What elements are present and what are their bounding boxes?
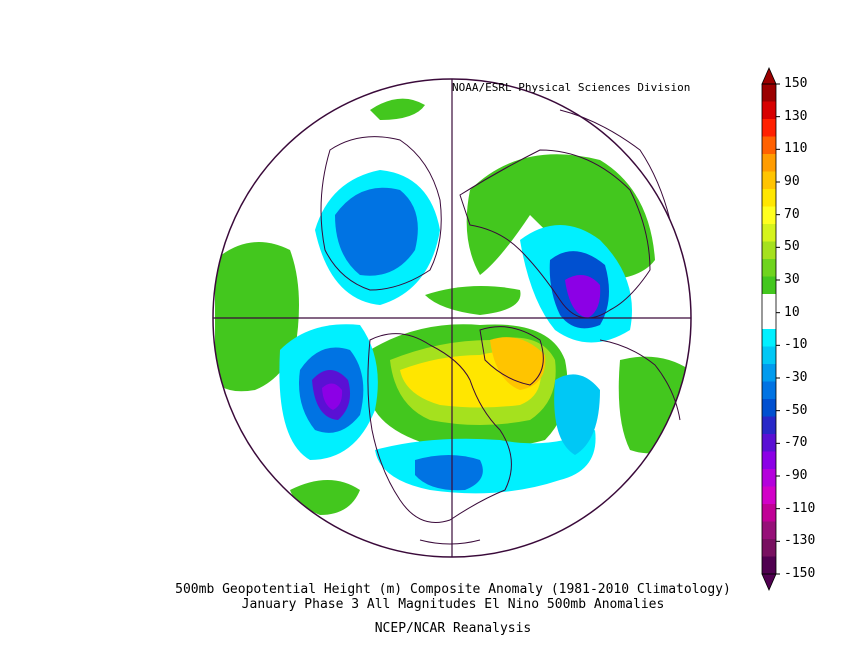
colorbar-segment [762, 556, 776, 575]
colorbar-segment [762, 434, 776, 452]
colorbar-segment [762, 469, 776, 487]
eastern-pacific-positive [215, 242, 299, 392]
colorbar-tick-label: -150 [784, 566, 816, 581]
colorbar-segment [762, 206, 776, 225]
colorbar-segment [762, 486, 776, 505]
southeast-us-low [415, 455, 483, 491]
graticule [213, 79, 691, 557]
north-atlantic-positive [466, 154, 655, 280]
colorbar-segment [762, 381, 776, 400]
colorbar-tick-label: 110 [784, 141, 808, 157]
credit-text: NOAA/ESRL Physical Sciences Division [452, 81, 691, 94]
colorbar-tick-label: 150 [784, 76, 808, 91]
colorbar-tick-label: -70 [784, 435, 808, 451]
colorbar-segment [762, 346, 776, 365]
colorbar-tick-label: -30 [784, 370, 808, 385]
colorbar-segment [762, 504, 776, 522]
globe-border [212, 78, 692, 558]
colorbar-tick-label: 70 [784, 206, 800, 222]
caption-title: 500mb Geopotential Height (m) Composite … [175, 582, 731, 597]
colorbar-tick-label: -50 [784, 402, 808, 418]
colorbar-segment [762, 101, 776, 120]
colorbar-upper-arrow [761, 67, 777, 85]
colorbar-tick-label: 50 [784, 239, 800, 255]
colorbar-tick-label: 130 [784, 108, 808, 124]
colorbar-tick-label: 90 [784, 174, 800, 189]
colorbar-segment [762, 399, 776, 417]
colorbar-segment [762, 84, 776, 102]
colorbar-segment [762, 276, 776, 295]
colorbar-segment [762, 171, 776, 190]
colorbar-segment [762, 119, 776, 137]
colorbar-segment [762, 539, 776, 557]
colorbar-segment [762, 241, 776, 260]
colorbar-segment [762, 521, 776, 540]
colorbar-segment [762, 311, 776, 330]
north-pole-positive [425, 286, 521, 315]
colorbar-segment [762, 259, 776, 277]
colorbar-segment [762, 136, 776, 155]
colorbar-tick-label: 10 [784, 304, 800, 320]
anomaly-shading [215, 98, 690, 515]
caption-source: NCEP/NCAR Reanalysis [374, 621, 532, 636]
colorbar [761, 67, 780, 591]
aleutian-low-center [322, 383, 343, 410]
caption-subtitle: January Phase 3 All Magnitudes El Nino 5… [241, 597, 665, 612]
greenland-ridge-peak [490, 337, 546, 390]
colorbar-frame [761, 83, 777, 575]
colorbar-tick-label: -110 [784, 500, 816, 516]
colorbar-tick-label: -130 [784, 533, 816, 549]
colorbar-segment [762, 364, 776, 382]
colorbar-segment [762, 294, 776, 312]
colorbar-segment [762, 189, 776, 207]
colorbar-segment [762, 154, 776, 172]
east-asia-negative [554, 374, 600, 455]
east-asia-positive [618, 356, 690, 454]
colorbar-segment [762, 224, 776, 242]
pacific-north-positive [370, 98, 425, 120]
colorbar-tick-label: -90 [784, 468, 808, 483]
colorbar-segment [762, 416, 776, 435]
subtropical-pacific-positive [290, 480, 360, 515]
siberia-low [565, 275, 601, 318]
north-pacific-core [335, 187, 418, 276]
colorbar-tick-label: 30 [784, 272, 800, 287]
colorbar-segment [762, 451, 776, 470]
colorbar-tick-label: -10 [784, 337, 808, 353]
colorbar-segment [762, 329, 776, 347]
